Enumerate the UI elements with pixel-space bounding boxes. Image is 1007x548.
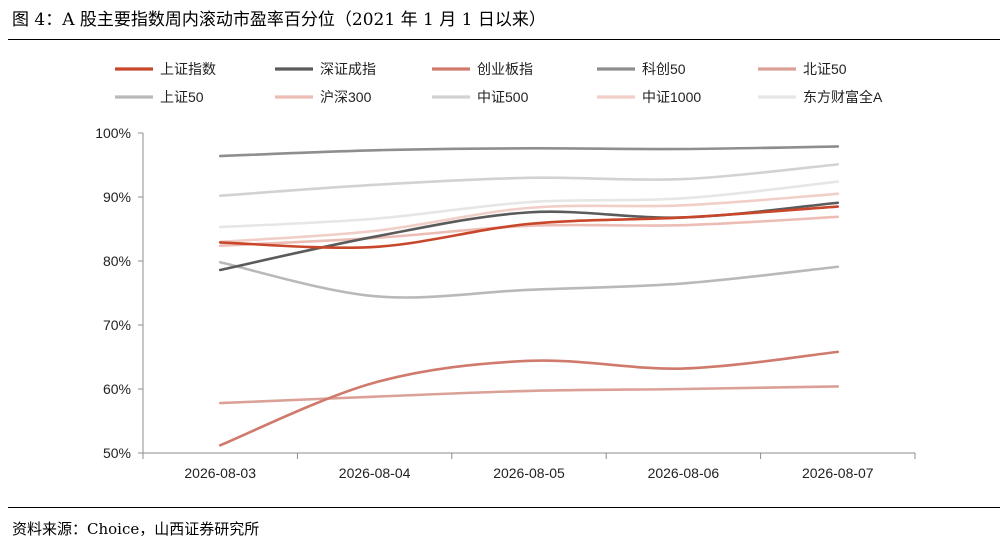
y-tick-label: 100% [95,125,131,141]
series-line-9 [218,192,840,244]
legend-label: 创业板指 [477,61,533,77]
legend-label: 沪深300 [320,89,372,105]
series-line-6 [218,260,840,299]
series-line-4 [218,145,840,158]
x-tick-label: 2026-08-05 [493,465,565,481]
x-tick-label: 2026-08-03 [184,465,256,481]
legend-label: 上证指数 [160,61,216,77]
y-tick-label: 70% [103,317,131,333]
series-line-5 [218,385,840,405]
source-rule [8,507,1000,508]
y-tick-label: 80% [103,253,131,269]
y-tick-label: 60% [103,381,131,397]
series-line-10 [218,180,840,229]
legend-label: 中证500 [477,89,529,105]
x-tick-label: 2026-08-06 [648,465,720,481]
chart-series [218,145,840,447]
legend-label: 上证50 [160,89,204,105]
legend-label: 北证50 [803,61,847,77]
source-note: 资料来源：Choice，山西证券研究所 [12,520,260,538]
y-tick-label: 90% [103,189,131,205]
line-chart: 上证指数 深证成指 创业板指 科创50 北证50 上证50 沪深300 中证500 中证1000… [95,61,916,481]
series-line-3 [218,350,840,447]
series-line-7 [218,215,840,247]
chart-legend: 上证指数 深证成指 创业板指 科创50 北证50 上证50 沪深300 中证500 中证1000… [115,61,883,105]
legend-label: 东方财富全A [803,89,883,105]
title-rule [8,39,1000,40]
legend-label: 中证1000 [642,89,701,105]
legend-label: 科创50 [642,61,686,77]
series-line-8 [218,163,840,198]
figure-title: 图 4：A 股主要指数周内滚动市盈率百分位（2021 年 1 月 1 日以来） [12,10,546,30]
y-tick-label: 50% [103,445,131,461]
x-tick-label: 2026-08-07 [802,465,874,481]
series-line-1 [218,205,840,250]
x-tick-label: 2026-08-04 [339,465,411,481]
legend-label: 深证成指 [320,61,376,77]
chart-axes: 50% 60% 70% 80% 90% 100% 2026-08-03 2026-08-04 2… [95,125,916,481]
